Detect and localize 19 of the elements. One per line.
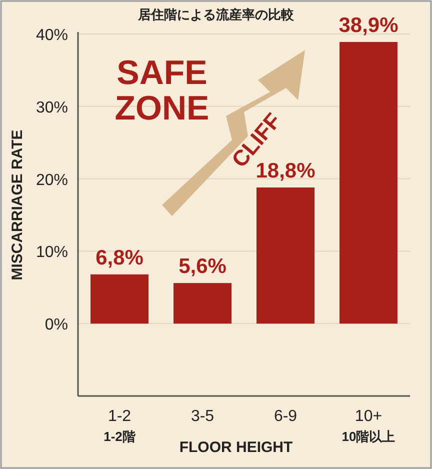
x-axis-title: FLOOR HEIGHT — [179, 439, 293, 456]
x-tick-label: 10+ 10階以上 — [342, 408, 396, 444]
y-tick-label: 10% — [36, 244, 68, 262]
annotation: SAFE ZONE — [114, 54, 210, 128]
y-tick-label: 30% — [36, 99, 68, 116]
y-tick-label: 40% — [36, 27, 68, 44]
chart-title: 居住階による流産率の比較 — [137, 7, 295, 22]
bar — [174, 283, 232, 324]
y-axis-title: MISCARRIAGE RATE — [9, 130, 26, 280]
y-tick-label: 0% — [44, 316, 68, 334]
y-tick-label: 20% — [36, 172, 68, 189]
x-tick-label: 1-2 1-2階 — [104, 408, 136, 444]
data-label: 38,9% — [338, 14, 399, 37]
bar — [90, 274, 148, 324]
bar — [340, 42, 398, 324]
data-label: 6,8% — [96, 246, 144, 270]
data-label: 5,6% — [178, 255, 227, 278]
x-tick-label: 6-9 — [274, 408, 298, 425]
x-tick-label: 3-5 — [190, 408, 214, 425]
